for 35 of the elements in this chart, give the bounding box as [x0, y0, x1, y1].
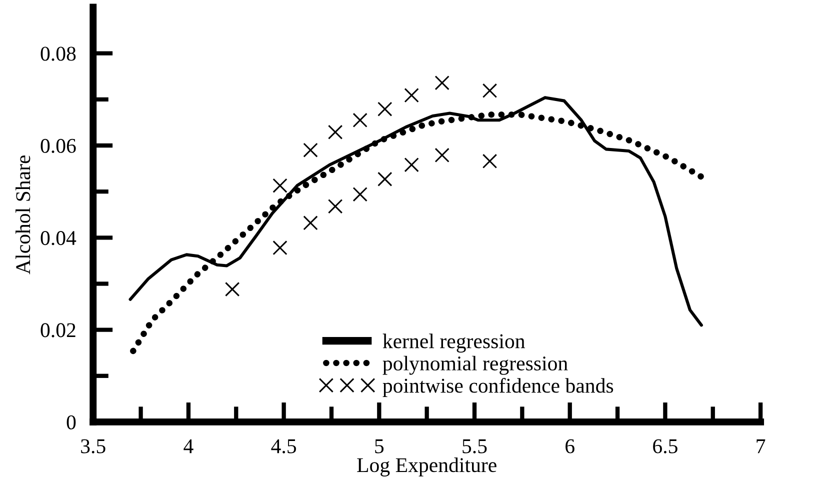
x-tick-label: 4	[184, 439, 194, 454]
point	[352, 186, 368, 202]
point	[272, 240, 288, 256]
point	[482, 83, 498, 98]
point	[328, 198, 343, 214]
x-tick-label: 6.5	[653, 439, 678, 454]
x-tick-label: 4.5	[271, 439, 296, 454]
x-tick-label: 5	[375, 439, 384, 454]
x-tick-label: 6	[566, 439, 574, 454]
x-tick-label: 3.5	[81, 439, 106, 454]
point	[224, 282, 240, 297]
y-tick-label: 0	[66, 415, 76, 430]
point	[434, 148, 450, 163]
y-tick-label: 0.06	[40, 138, 76, 154]
point	[328, 124, 343, 140]
legend-label: pointwise confidence bands	[382, 378, 614, 398]
point	[434, 75, 450, 90]
point	[404, 88, 419, 103]
point	[352, 112, 368, 128]
point	[404, 158, 419, 172]
point	[303, 216, 318, 230]
point	[272, 178, 288, 193]
point	[378, 172, 392, 186]
y-axis-title: Alcohol Share	[16, 155, 30, 274]
y-tick-label: 0.08	[40, 46, 76, 61]
point	[378, 102, 392, 116]
legend-label: polynomial regression	[382, 356, 568, 375]
x-tick-label: 5.5	[462, 439, 487, 454]
point	[482, 154, 498, 169]
x-tick-label: 7	[756, 439, 766, 454]
y-tick-label: 0.04	[40, 231, 76, 246]
y-tick-label: 0.02	[40, 323, 76, 338]
point	[303, 142, 318, 158]
x-axis-title: Log Expenditure	[357, 458, 496, 476]
legend-label: kernel regression	[382, 334, 525, 353]
